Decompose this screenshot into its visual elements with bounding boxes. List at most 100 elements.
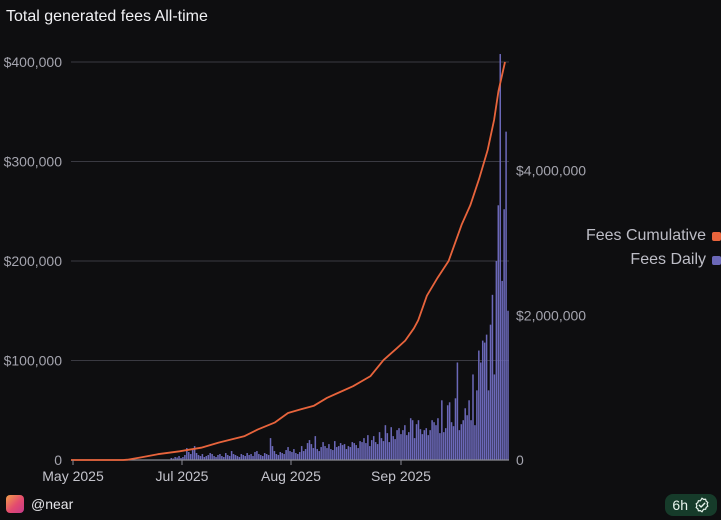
daily-fee-bar — [271, 446, 274, 460]
daily-fee-bar — [337, 446, 340, 460]
daily-fee-bar — [322, 442, 324, 460]
daily-fee-bar — [372, 436, 375, 460]
account-handle[interactable]: @near — [6, 495, 73, 513]
legend-item-daily[interactable]: Fees Daily — [521, 248, 721, 272]
daily-fee-bar — [306, 443, 309, 460]
daily-fee-bar — [316, 449, 319, 460]
daily-fee-bar — [450, 422, 453, 460]
daily-fee-bar — [242, 455, 245, 460]
y-left-tick-label: $200,000 — [4, 253, 63, 269]
x-tick-label: Aug 2025 — [261, 468, 321, 484]
daily-fee-bar — [207, 455, 209, 460]
daily-fee-bar — [460, 424, 463, 460]
y-right-tick-label: 0 — [516, 452, 524, 468]
daily-fee-bar — [258, 454, 260, 460]
daily-fee-bar — [197, 455, 200, 460]
daily-fee-bar — [349, 447, 352, 460]
daily-fee-bar — [320, 447, 322, 460]
daily-fee-bar — [304, 449, 307, 460]
daily-fee-bar — [485, 334, 488, 460]
verified-check-icon — [695, 497, 709, 513]
refresh-interval: 6h — [672, 497, 688, 513]
daily-fee-bar — [371, 440, 373, 460]
daily-fee-bar — [293, 449, 295, 460]
daily-fee-bar — [433, 422, 435, 460]
daily-fee-bar — [476, 390, 478, 460]
daily-fee-bar — [361, 442, 363, 460]
daily-fee-bar — [298, 452, 301, 460]
daily-fee-bar — [483, 342, 486, 460]
legend-item-cumulative[interactable]: Fees Cumulative — [521, 224, 721, 248]
daily-fee-bar — [263, 453, 266, 460]
chart-title: Total generated fees All-time — [6, 8, 208, 25]
fees-cumulative-line — [71, 61, 506, 461]
daily-fee-bar — [285, 450, 287, 460]
daily-fee-bar — [423, 430, 426, 460]
daily-fee-bar — [265, 454, 268, 460]
daily-fee-bar — [297, 454, 299, 460]
daily-fee-bar — [478, 350, 480, 460]
daily-fee-bar — [261, 456, 264, 460]
daily-fee-bar — [232, 454, 235, 460]
daily-fee-bar — [178, 456, 180, 460]
daily-fee-bar — [189, 454, 192, 460]
daily-fee-bar — [470, 420, 472, 460]
daily-fee-bar — [363, 438, 365, 460]
daily-fee-bar — [443, 432, 445, 460]
daily-fee-bar — [223, 457, 225, 460]
daily-fee-bar — [238, 457, 241, 460]
daily-fee-bar — [226, 455, 229, 460]
legend: Fees Cumulative Fees Daily — [521, 224, 721, 272]
daily-fee-bar — [283, 454, 285, 460]
daily-fee-bar — [324, 446, 326, 460]
y-right-tick-label: $2,000,000 — [516, 307, 586, 323]
brand-logo-icon — [6, 495, 24, 513]
daily-fee-bar — [250, 454, 252, 460]
daily-fee-bar — [339, 443, 342, 460]
daily-fee-bar — [411, 420, 414, 460]
y-left-tick-label: $300,000 — [4, 154, 63, 170]
daily-fee-bar — [353, 443, 355, 460]
daily-fee-bar — [269, 438, 272, 460]
daily-fee-bar — [505, 131, 507, 460]
daily-fee-bar — [359, 441, 361, 460]
daily-fee-bar — [279, 452, 282, 460]
daily-fee-bar — [464, 408, 466, 460]
daily-fee-bar — [300, 446, 303, 460]
daily-fee-bar — [501, 280, 503, 460]
daily-fee-bar — [275, 454, 278, 460]
daily-fee-bar — [246, 453, 248, 460]
daily-fee-bar — [318, 451, 320, 460]
daily-fee-bar — [335, 447, 338, 460]
daily-fee-bar — [454, 398, 457, 460]
daily-fee-bar — [462, 420, 465, 460]
daily-fee-bar — [446, 405, 449, 460]
daily-fee-bar — [398, 428, 400, 460]
daily-fee-bar — [240, 454, 243, 460]
daily-fee-bar — [347, 446, 350, 460]
legend-label-daily: Fees Daily — [630, 251, 706, 268]
daily-fee-bar — [302, 451, 305, 460]
daily-fee-bar — [211, 454, 213, 460]
daily-fee-bar — [474, 425, 476, 460]
daily-fee-bar — [376, 444, 379, 460]
daily-fee-bar — [215, 457, 217, 460]
legend-swatch-cumulative — [712, 231, 721, 241]
daily-fee-bar — [193, 446, 196, 460]
daily-fee-bar — [489, 324, 492, 460]
handle-text: @near — [31, 496, 74, 512]
daily-fee-bar — [295, 453, 297, 460]
daily-fee-bar — [355, 445, 357, 460]
y-right-tick-label: $4,000,000 — [516, 163, 586, 179]
legend-label-cumulative: Fees Cumulative — [585, 227, 706, 244]
daily-fee-bar — [367, 435, 369, 461]
daily-fee-bar — [184, 455, 186, 460]
daily-fee-bar — [392, 436, 394, 460]
daily-fee-bar — [378, 432, 381, 460]
daily-fee-bar — [448, 402, 451, 460]
daily-fee-bar — [203, 457, 206, 460]
daily-fee-bar — [452, 426, 455, 460]
daily-fee-bar — [172, 458, 174, 460]
daily-fee-bar — [248, 455, 250, 460]
refresh-badge[interactable]: 6h — [665, 494, 717, 516]
